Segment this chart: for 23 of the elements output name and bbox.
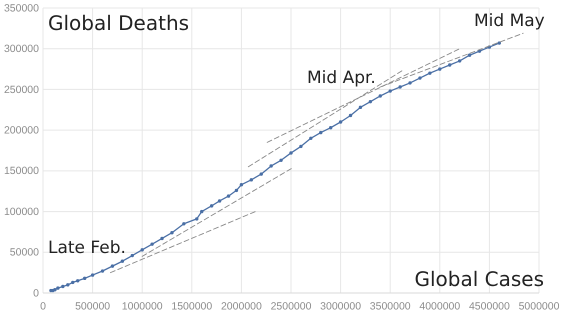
x-tick-label: 1500000 — [171, 300, 212, 312]
y-tick-label: 150000 — [4, 165, 40, 178]
y-tick-label: 350000 — [4, 2, 40, 14]
x-axis-title: Global Cases — [414, 267, 544, 291]
x-tick-label: 5000000 — [518, 300, 560, 312]
annotation: Mid May — [474, 11, 545, 31]
y-tick-label: 50000 — [10, 246, 40, 259]
x-tick-label: 1000000 — [122, 300, 163, 312]
x-tick-label: 500000 — [75, 300, 110, 312]
x-tick-label: 4000000 — [419, 300, 460, 312]
y-tick-label: 200000 — [4, 124, 40, 137]
y-tick-label: 250000 — [4, 84, 40, 96]
x-tick-label: 3000000 — [320, 300, 362, 312]
y-tick-label: 100000 — [4, 206, 40, 218]
annotation: Mid Apr. — [307, 68, 376, 88]
y-tick-label: 0 — [33, 287, 40, 300]
annotation: Late Feb. — [48, 238, 126, 258]
x-tick-label: 3500000 — [370, 300, 411, 312]
y-axis-title: Global Deaths — [48, 11, 190, 35]
y-tick-label: 300000 — [4, 43, 40, 56]
x-tick-label: 2000000 — [220, 300, 262, 312]
x-tick-label: 4500000 — [468, 300, 510, 312]
x-tick-label: 2500000 — [270, 300, 312, 312]
